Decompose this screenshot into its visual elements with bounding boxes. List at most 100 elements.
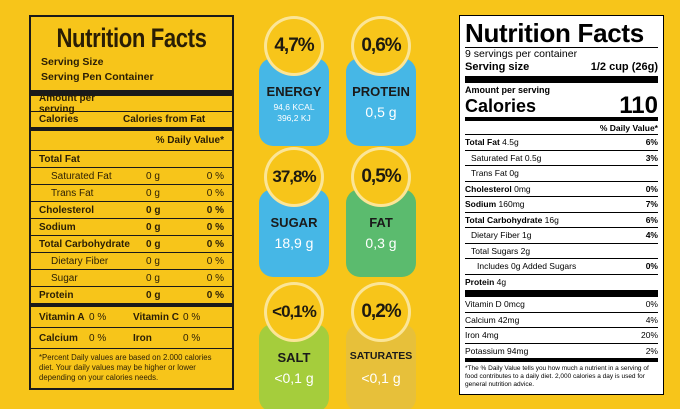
left-nutrient-pct: 0 % [206, 238, 224, 250]
left-medium-rule [31, 128, 232, 131]
left-nutrient-pct: 0 % [206, 221, 224, 233]
right-nutrient-pct: 6% [645, 137, 658, 147]
right-vitamin-name: Potassium 94mg [465, 345, 529, 356]
badge-value: <0,1 g [361, 370, 401, 386]
left-nutrient-name: Trans Fat [51, 187, 94, 199]
left-nutrient-row: Trans Fat 0 g 0 % [31, 185, 232, 202]
badge-label: SUGAR [270, 215, 318, 230]
left-nutrient-pct: 0 % [206, 255, 224, 267]
badge-percent: 0,5% [351, 147, 411, 207]
right-nutrient-rows: Total Fat 4.5g 6% Saturated Fat 0.5g 3% Tran… [465, 134, 658, 289]
left-vitamin-a-label: Calcium [39, 332, 78, 344]
right-vitamin-name: Vitamin D 0mcg [465, 299, 525, 309]
right-nutrient-amount: 160mg [496, 199, 525, 209]
left-nutrient-row: Sodium 0 g 0 % [31, 219, 232, 236]
left-nutrient-name: Cholesterol [39, 204, 95, 216]
left-vitamin-rows: Vitamin A 0 % Vitamin C 0 % Calcium 0 % Iron 0 … [31, 307, 232, 349]
left-serving-per-container: Serving Pen Container [41, 71, 154, 83]
left-vitamin-b-pct: 0 % [183, 311, 201, 323]
right-nutrient-name: Total Carbohydrate 16g [465, 213, 559, 228]
badge-label: SATURATES [349, 350, 413, 362]
badge-percent: 0,2% [351, 282, 411, 342]
right-nutrient-bold: Total Carbohydrate [465, 214, 543, 225]
left-nutrient-row: Cholesterol 0 g 0 % [31, 202, 232, 219]
nutrient-badge-saturates: 0,2% SATURATES <0,1 g [346, 282, 416, 409]
right-calories-value: 110 [619, 92, 658, 119]
right-calories-label: Calories [465, 96, 537, 116]
right-nutrient-bold: Cholesterol [465, 183, 512, 194]
left-nutrition-label: Nutrition Facts Serving Size Serving Pen… [29, 15, 234, 390]
right-nutrient-row: Total Carbohydrate 16g 6% [465, 211, 658, 228]
right-vitamin-row: Potassium 94mg 2% [465, 342, 658, 359]
left-nutrient-row: Saturated Fat 0 g 0 % [31, 168, 232, 185]
right-thin-rule [465, 47, 658, 48]
right-vitamin-row: Calcium 42mg 4% [465, 311, 658, 328]
right-nutrient-row: Saturated Fat 0.5g 3% [465, 149, 658, 166]
right-nutrient-pct: 6% [645, 214, 658, 225]
left-vitamin-a-pct: 0 % [89, 311, 107, 323]
left-nutrient-name: Sugar [51, 272, 78, 284]
right-nutrient-bold: Sodium [465, 199, 497, 209]
left-nutrient-rows: Total Fat Saturated Fat 0 g 0 % Trans Fat 0 g… [31, 151, 232, 304]
right-nutrient-row: Sodium 160mg 7% [465, 196, 658, 212]
right-nutrient-name: Dietary Fiber 1g [465, 228, 531, 243]
left-footnote: *Percent Daily values are based on 2.000… [39, 353, 212, 382]
left-thick-rule [31, 90, 232, 96]
badge-sub-kj: 396,2 KJ [277, 113, 311, 123]
left-calories-label: Calories [39, 114, 79, 125]
right-footnote: *The % Daily Value tells you how much a … [465, 365, 649, 388]
badge-percent: 4,7% [264, 16, 324, 76]
right-nutrient-pct: 3% [645, 152, 658, 163]
right-nutrient-amount: 4.5g [499, 137, 519, 147]
badge-label: SALT [277, 350, 311, 365]
right-nutrient-name: Cholesterol 0mg [465, 182, 531, 197]
nutrient-badge-sugar: 37,8% SUGAR 18,9 g [259, 147, 329, 277]
right-serving-size-label: Serving size [465, 61, 530, 73]
left-vitamin-b-pct: 0 % [183, 332, 201, 344]
right-nutrient-pct: 4% [645, 230, 658, 240]
right-nutrient-row: Total Fat 4.5g 6% [465, 134, 658, 150]
right-thick-rule-2 [465, 290, 658, 297]
right-nutrient-name: Sodium 160mg [465, 197, 525, 212]
right-vitamin-pct: 0% [645, 299, 658, 309]
right-nutrition-label: Nutrition Facts 9 servings per container… [459, 15, 664, 395]
left-nutrient-grams: 0 g [146, 170, 160, 182]
right-nutrient-amount: Includes 0g Added Sugars [477, 261, 577, 271]
badge-value: 18,9 g [274, 235, 314, 251]
left-calories-from-fat-label: Calories from Fat [123, 114, 206, 125]
left-medium-rule-2 [31, 304, 232, 307]
right-medium-rule-2 [465, 358, 658, 362]
nutrient-badge-fat: 0,5% FAT 0,3 g [346, 147, 416, 277]
badge-label: FAT [369, 215, 393, 230]
left-nutrient-name: Total Fat [39, 153, 80, 165]
right-nutrient-amount: Saturated Fat 0.5g [471, 152, 542, 163]
nutrient-badge-salt: <0,1% SALT <0,1 g [259, 282, 329, 409]
badge-sub-kcal: 94,6 KCAL [273, 102, 315, 112]
badge-label: ENERGY [266, 84, 322, 99]
right-daily-value-header: % Daily Value* [599, 123, 658, 133]
badge-label: PROTEIN [352, 84, 410, 99]
right-nutrient-row: Trans Fat 0g [465, 165, 658, 181]
left-nutrient-row: Sugar 0 g 0 % [31, 270, 232, 287]
right-nutrient-pct: 0% [645, 183, 658, 194]
left-daily-value-header: % Daily Value* [31, 131, 232, 151]
right-vitamin-name: Iron 4mg [465, 330, 499, 340]
right-nutrient-name: Total Sugars 2g [465, 244, 530, 259]
right-vitamin-pct: 20% [640, 330, 658, 340]
badge-value: 0,5 g [365, 104, 397, 120]
left-nutrient-row: Total Carbohydrate 0 g 0 % [31, 236, 232, 253]
right-nutrient-row: Cholesterol 0mg 0% [465, 180, 658, 197]
left-serving-size: Serving Size [41, 56, 104, 68]
left-calories-row: Calories Calories from Fat [31, 112, 232, 128]
left-nutrient-pct: 0 % [206, 289, 224, 301]
right-serving-size-row: Serving size 1/2 cup (26g) [465, 60, 658, 74]
right-nutrient-pct: 0% [645, 261, 658, 271]
right-label-title: Nutrition Facts [465, 18, 644, 48]
right-nutrient-name: Trans Fat 0g [465, 166, 519, 181]
left-nutrient-grams: 0 g [146, 204, 161, 216]
left-nutrient-row: Protein 0 g 0 % [31, 287, 232, 304]
right-nutrient-bold: Total Fat [465, 137, 500, 147]
right-calories-row: Calories 110 [465, 92, 658, 119]
right-nutrient-amount: Total Sugars 2g [471, 245, 531, 256]
right-nutrient-name: Saturated Fat 0.5g [465, 151, 541, 166]
